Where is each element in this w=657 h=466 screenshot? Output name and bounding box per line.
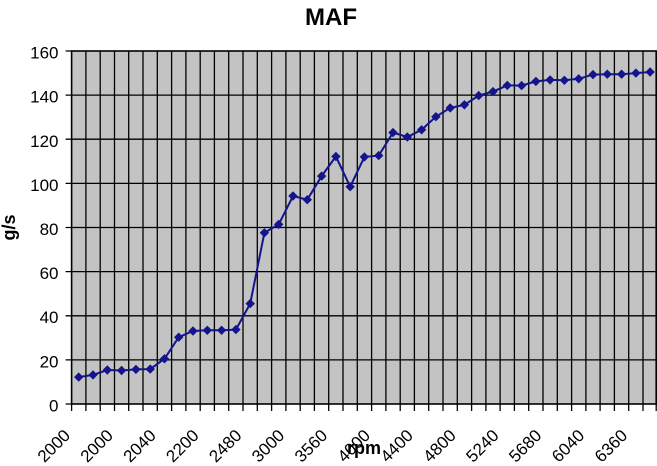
svg-text:MAF: MAF xyxy=(305,4,357,31)
svg-text:60: 60 xyxy=(40,264,59,283)
svg-text:100: 100 xyxy=(30,176,58,195)
svg-text:0: 0 xyxy=(49,397,58,416)
svg-text:40: 40 xyxy=(40,308,59,327)
svg-text:80: 80 xyxy=(40,220,59,239)
svg-text:20: 20 xyxy=(40,352,59,371)
svg-text:g/s: g/s xyxy=(0,214,19,240)
svg-text:140: 140 xyxy=(30,88,58,107)
svg-text:120: 120 xyxy=(30,132,58,151)
svg-text:160: 160 xyxy=(30,44,58,63)
svg-text:rpm: rpm xyxy=(347,438,381,458)
